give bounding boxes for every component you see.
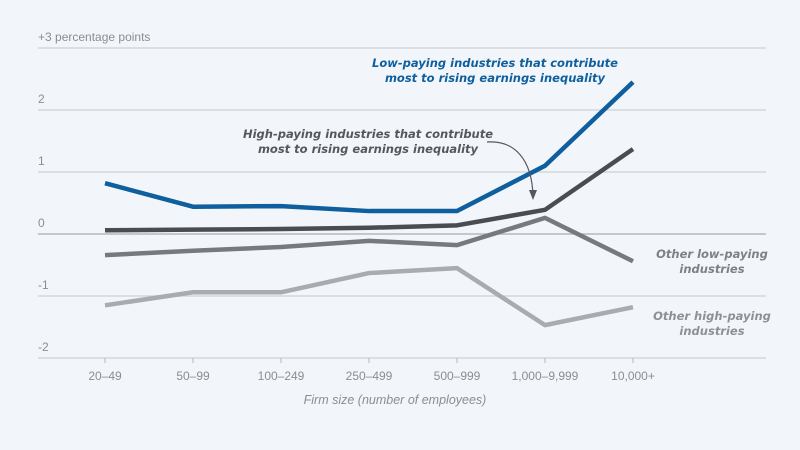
- annotation-label: Low-paying industries that contribute: [372, 56, 618, 70]
- series-line-1: [104, 80, 635, 214]
- series-line-4: [104, 265, 634, 328]
- annotation-label: High-paying industries that contribute: [243, 127, 493, 141]
- annotation-label: industries: [679, 324, 744, 338]
- x-tick-label: 10,000+: [611, 369, 655, 383]
- annotation-arrow: [486, 141, 534, 197]
- annotation-label: industries: [679, 262, 744, 276]
- y-tick-label: +3 percentage points: [38, 30, 150, 44]
- annotation-label: most to rising earnings inequality: [385, 71, 606, 85]
- arrow-head-icon: [529, 190, 537, 200]
- y-tick-label: -1: [38, 278, 49, 292]
- x-axis-title: Firm size (number of employees): [304, 393, 487, 407]
- x-tick-label: 250–499: [346, 369, 393, 383]
- x-tick-label: 1,000–9,999: [512, 369, 579, 383]
- x-tick-label: 20–49: [88, 369, 122, 383]
- y-tick-label: 0: [38, 216, 45, 230]
- annotation-label: most to rising earnings inequality: [258, 142, 479, 156]
- x-tick-label: 100–249: [258, 369, 305, 383]
- y-axis-ticks: +3 percentage points 2 1 0 -1 -2: [38, 30, 150, 354]
- annotations: Low-paying industries that contributemos…: [243, 56, 771, 338]
- x-tick-label: 500–999: [434, 369, 481, 383]
- x-tick-label: 50–99: [176, 369, 210, 383]
- y-tick-label: 1: [38, 154, 45, 168]
- x-axis: 20–49 50–99 100–249 250–499 500–999 1,000–9,9…: [88, 358, 655, 383]
- series-line-3: [104, 215, 634, 264]
- y-tick-label: 2: [38, 92, 45, 106]
- series-line-2: [104, 147, 635, 233]
- y-tick-label: -2: [38, 340, 49, 354]
- annotation-label: Other high-paying: [653, 309, 771, 323]
- series-lines: [104, 80, 635, 328]
- annotation-label: Other low-paying: [656, 247, 768, 261]
